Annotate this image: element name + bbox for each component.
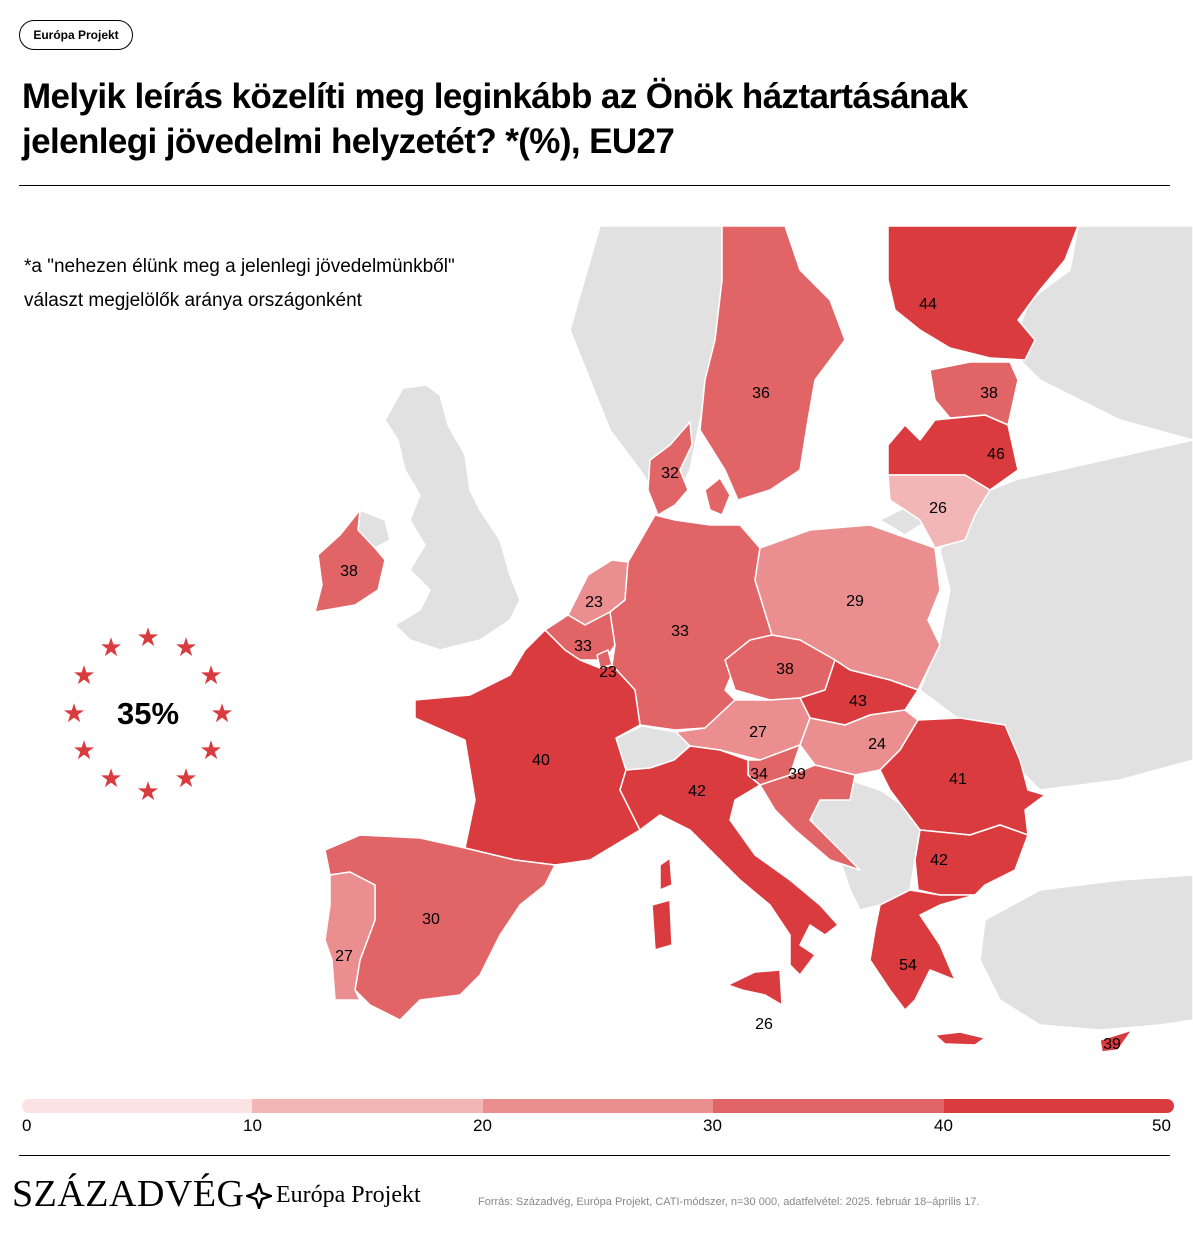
star-icon: ★ (72, 661, 95, 691)
label-estonia: 38 (980, 385, 998, 402)
footer-divider (19, 1155, 1170, 1156)
turkey-shape (979, 874, 1193, 1031)
france-shape (414, 629, 641, 866)
label-greece: 54 (899, 957, 917, 974)
label-sweden: 36 (752, 385, 770, 402)
eu-average-value: 35% (117, 696, 179, 731)
label-slovakia: 43 (849, 693, 867, 710)
lithuania-shape (887, 474, 991, 549)
section-tag: Európa Projekt (19, 20, 133, 50)
subtitle-line-1: *a "nehezen élünk meg a jelenlegi jövede… (24, 256, 455, 277)
star-icon: ★ (99, 764, 122, 794)
cyprus-shape (1099, 1029, 1133, 1053)
label-ireland: 38 (340, 563, 358, 580)
label-austria: 27 (749, 724, 767, 741)
source-note: Forrás: Századvég, Európa Projekt, CATI-… (478, 1196, 980, 1208)
label-finland: 44 (919, 296, 937, 313)
legend-bin-40-50 (943, 1099, 1174, 1113)
label-hungary: 24 (868, 736, 886, 753)
star-icon: ★ (174, 764, 197, 794)
label-netherlands: 23 (585, 594, 603, 611)
croatia-shape (759, 764, 861, 871)
label-portugal: 27 (335, 948, 353, 965)
finland-shape (887, 226, 1079, 361)
legend-tick: 20 (473, 1116, 492, 1135)
label-czechia: 38 (776, 661, 794, 678)
szazadveg-logo: SZÁZADVÉG (12, 1173, 245, 1215)
sweden-shape (699, 226, 846, 501)
corsica-shape (659, 857, 673, 891)
label-malta: 26 (755, 1016, 773, 1033)
label-lithuania: 26 (929, 500, 947, 517)
star-icon: ★ (99, 633, 122, 663)
germany-shape (609, 514, 773, 731)
legend-tick: 10 (243, 1116, 262, 1135)
color-legend (22, 1099, 1174, 1113)
europa-projekt-logo: Európa Projekt (246, 1182, 421, 1209)
label-croatia: 39 (788, 766, 806, 783)
denmark-shape (647, 421, 693, 516)
label-luxembourg: 23 (599, 664, 617, 681)
title-divider (19, 185, 1170, 186)
greece-shape (869, 889, 976, 1011)
italy-shape (619, 745, 839, 976)
label-slovenia: 34 (750, 766, 768, 783)
legend-tick: 0 (22, 1116, 32, 1135)
map-subtitle: *a "nehezen élünk meg a jelenlegi jövede… (24, 250, 455, 318)
europe-map: 44 36 38 46 26 32 38 23 33 23 33 29 38 4… (62, 226, 1193, 1053)
legend-bin-20-30 (482, 1099, 714, 1113)
legend-bin-10-20 (252, 1099, 483, 1113)
page-title: Melyik leírás közelíti meg leginkább az … (22, 77, 968, 161)
star-icon: ★ (136, 623, 159, 653)
norway-shape (569, 226, 729, 491)
bulgaria-shape (914, 824, 1029, 896)
label-cyprus: 39 (1103, 1036, 1121, 1053)
legend-bin-30-40 (713, 1099, 944, 1113)
legend-tick: 30 (703, 1116, 722, 1135)
gotland-shape (704, 477, 731, 516)
label-belgium: 33 (574, 638, 592, 655)
eu-stars: ★ ★ ★ ★ ★ ★ ★ ★ ★ ★ ★ ★ (62, 623, 233, 807)
portugal-shape (324, 871, 376, 1001)
great-britain-shape (384, 384, 521, 651)
star-icon: ★ (210, 699, 233, 729)
star-icon: ★ (62, 699, 85, 729)
russia-north-shape (1009, 226, 1193, 441)
europa-projekt-logo-text: Európa Projekt (276, 1182, 421, 1208)
label-italy: 42 (688, 783, 706, 800)
label-germany: 33 (671, 623, 689, 640)
sicily-shape (727, 969, 783, 1006)
subtitle-line-2: választ megjelölők aránya országonként (24, 290, 362, 311)
star-icon: ★ (72, 736, 95, 766)
label-poland: 29 (846, 593, 864, 610)
label-bulgaria: 42 (930, 852, 948, 869)
legend-tick: 40 (934, 1116, 953, 1135)
sardinia-shape (651, 899, 673, 951)
label-romania: 41 (949, 771, 967, 788)
star-icon: ★ (199, 661, 222, 691)
label-spain: 30 (422, 911, 440, 928)
legend-tick: 50 (1152, 1116, 1171, 1135)
crete-shape (934, 1031, 986, 1046)
label-latvia: 46 (987, 446, 1005, 463)
star-icon: ★ (199, 736, 222, 766)
star-icon: ★ (174, 633, 197, 663)
label-denmark: 32 (661, 465, 679, 482)
star-icon: ★ (136, 777, 159, 807)
label-france: 40 (532, 752, 550, 769)
sparkle-icon (246, 1182, 272, 1209)
legend-bin-0-10 (22, 1099, 253, 1113)
ireland-shape (314, 509, 386, 613)
